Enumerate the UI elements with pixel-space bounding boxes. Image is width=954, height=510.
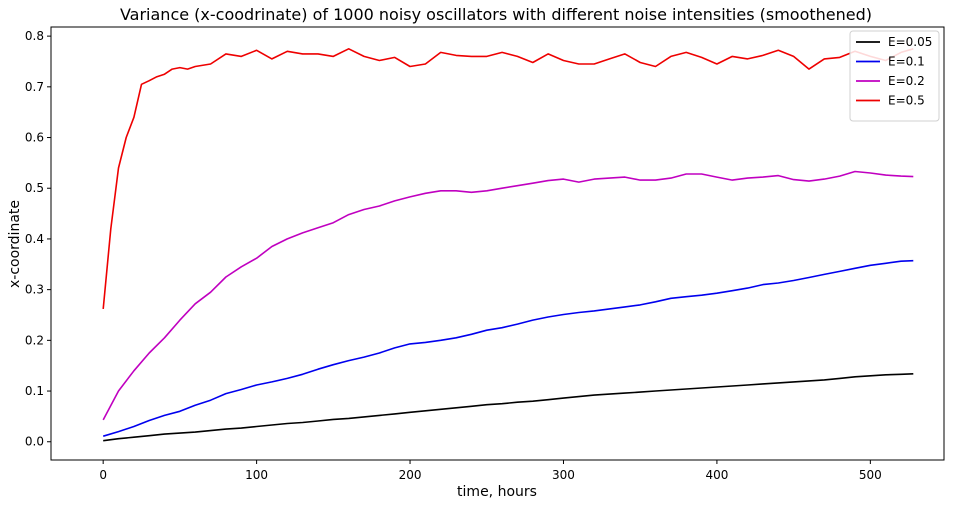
y-tick-label: 0.2 (25, 333, 44, 347)
plot-series (102, 47, 914, 442)
y-tick-label: 0.3 (25, 283, 44, 297)
series-line-3 (102, 47, 914, 309)
legend-label: E=0.5 (888, 94, 925, 108)
y-tick-label: 0.1 (25, 384, 44, 398)
x-tick-label: 200 (399, 468, 422, 482)
x-axis-label: time, hours (457, 484, 537, 500)
x-tick-label: 500 (859, 468, 882, 482)
chart-title: Variance (x-coodrinate) of 1000 noisy os… (120, 5, 872, 24)
y-axis-ticks: 0.0 0.1 0.2 0.3 0.4 0.5 0.6 0.7 0.8 (25, 29, 51, 449)
legend: E=0.05 E=0.1 E=0.2 E=0.5 (849, 30, 940, 122)
y-tick-label: 0.5 (25, 181, 44, 195)
y-tick-label: 0.7 (25, 80, 44, 94)
legend-label: E=0.1 (888, 55, 925, 69)
legend-box (849, 30, 940, 122)
x-tick-label: 0 (99, 468, 107, 482)
series-line-1 (102, 259, 914, 437)
y-tick-label: 0.0 (25, 435, 44, 449)
plot-frame (50, 26, 945, 461)
x-tick-label: 300 (552, 468, 575, 482)
series-line-2 (102, 170, 914, 421)
y-axis-label: x-coordinate (7, 200, 23, 288)
y-tick-label: 0.6 (25, 131, 44, 145)
legend-label: E=0.2 (888, 74, 925, 88)
legend-label: E=0.05 (888, 35, 932, 49)
y-tick-label: 0.8 (25, 29, 44, 43)
x-tick-label: 400 (705, 468, 728, 482)
y-tick-label: 0.4 (25, 232, 44, 246)
series-line-0 (103, 373, 914, 442)
x-axis-ticks: 0 100 200 300 400 500 (99, 460, 882, 482)
x-tick-label: 100 (245, 468, 268, 482)
